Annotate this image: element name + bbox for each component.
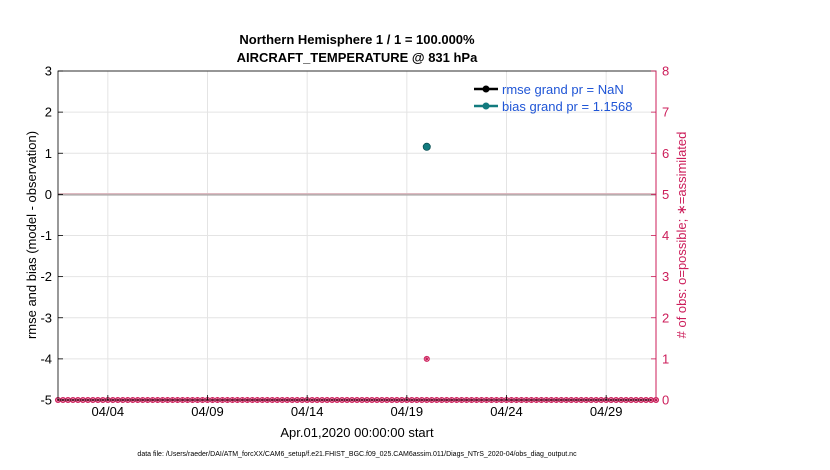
y-axis-label: rmse and bias (model - observation): [24, 131, 39, 339]
legend: rmse grand pr = NaN bias grand pr = 1.15…: [474, 82, 632, 114]
legend-rmse-label: rmse grand pr = NaN: [502, 82, 624, 97]
y-right-tick-label-0: 0: [662, 393, 669, 408]
x-tick-label-2: 04/14: [291, 404, 324, 419]
y-right-tick-label-7: 7: [662, 105, 669, 120]
y-tick-label-3: -2: [40, 269, 52, 284]
series-markers: [422, 142, 431, 151]
y-tick-label-4: -1: [40, 228, 52, 243]
x-tick-label-4: 04/24: [490, 404, 523, 419]
legend-bias-marker: [482, 102, 490, 110]
x-axis-label: Apr.01,2020 00:00:00 start: [280, 425, 434, 440]
y-right-tick-label-8: 8: [662, 64, 669, 79]
legend-rmse-marker: [482, 85, 490, 93]
x-tick-label-1: 04/09: [191, 404, 224, 419]
y-right-tick-label-4: 4: [662, 228, 669, 243]
y-right-tick-label-6: 6: [662, 146, 669, 161]
y-axis-right-ticks: 0 1 2 3 4 5 6 7 8: [651, 64, 669, 408]
chart-title-line-2: AIRCRAFT_TEMPERATURE @ 831 hPa: [237, 50, 478, 65]
series-1-point-0: [422, 142, 431, 151]
x-tick-label-5: 04/29: [590, 404, 623, 419]
y-axis-ticks: -5 -4 -3 -2 -1 0 1 2 3: [40, 64, 63, 408]
x-tick-label-0: 04/04: [92, 404, 125, 419]
y-right-tick-label-1: 1: [662, 351, 669, 366]
y-axis-right-label: # of obs: o=possible; ∗=assimilated: [674, 132, 689, 339]
y-tick-label-5: 0: [45, 187, 52, 202]
y-tick-label-8: 3: [45, 64, 52, 79]
obs-count-point-121: [423, 355, 430, 362]
y-tick-label-2: -3: [40, 310, 52, 325]
y-tick-label-6: 1: [45, 146, 52, 161]
zero-line-group: [58, 193, 656, 196]
y-tick-label-1: -4: [40, 351, 52, 366]
y-right-tick-label-2: 2: [662, 310, 669, 325]
x-axis-ticks: 04/04 04/09 04/14 04/19 04/24 04/29: [92, 395, 623, 419]
y-right-tick-label-5: 5: [662, 187, 669, 202]
legend-bias-label: bias grand pr = 1.1568: [502, 99, 632, 114]
y-right-tick-label-3: 3: [662, 269, 669, 284]
x-tick-label-3: 04/19: [391, 404, 424, 419]
footer-data-file: data file: /Users/raeder/DAI/ATM_forcXX/…: [137, 451, 577, 458]
y-tick-label-7: 2: [45, 105, 52, 120]
chart-title-line-1: Northern Hemisphere 1 / 1 = 100.000%: [239, 32, 475, 47]
y-tick-label-0: -5: [40, 393, 52, 408]
